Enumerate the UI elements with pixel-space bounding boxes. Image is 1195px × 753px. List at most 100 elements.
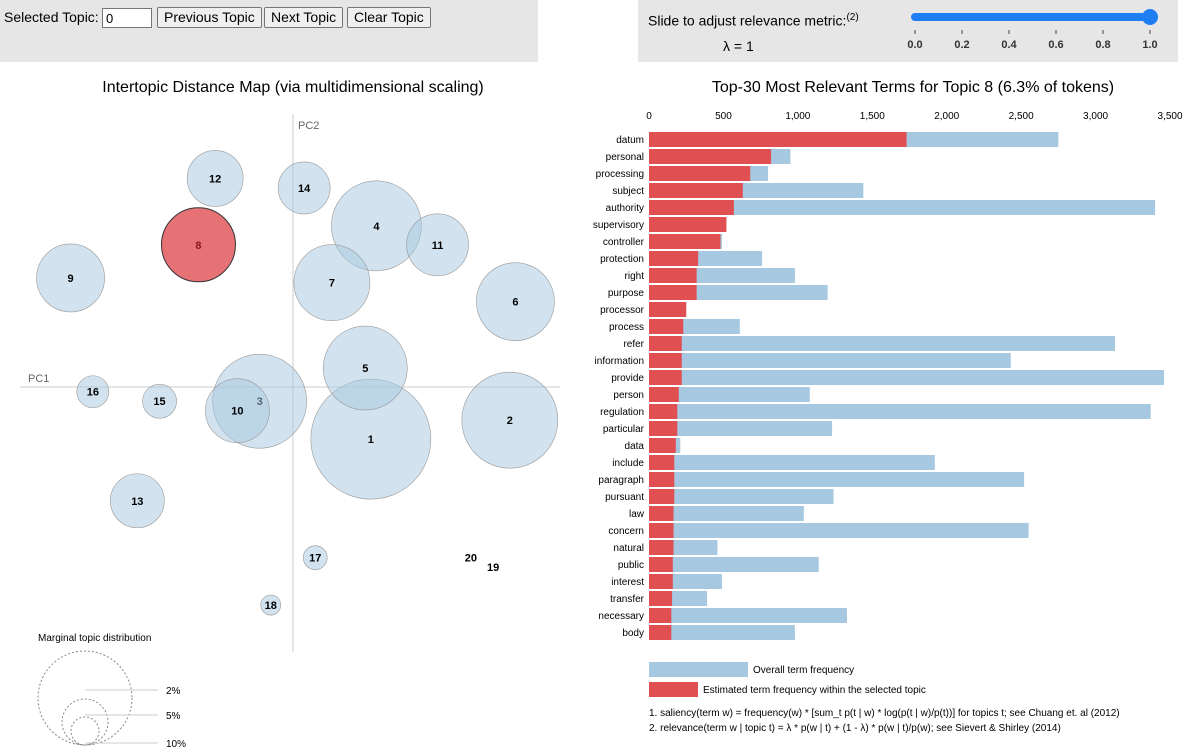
topic-label[interactable]: 11 xyxy=(432,240,444,252)
topic-circle[interactable] xyxy=(186,150,244,207)
topic-frequency-bar[interactable] xyxy=(649,472,675,487)
term-label[interactable]: law xyxy=(629,509,645,520)
topic-circle[interactable] xyxy=(142,383,177,419)
topic-frequency-bar[interactable] xyxy=(649,625,672,640)
topic-frequency-bar[interactable] xyxy=(649,370,682,385)
topic-circle[interactable] xyxy=(302,545,328,570)
topic-frequency-bar[interactable] xyxy=(649,455,675,470)
topic-frequency-bar[interactable] xyxy=(649,421,678,436)
topic-frequency-bar[interactable] xyxy=(649,166,751,181)
topic-circle[interactable] xyxy=(476,262,555,341)
topic-circle[interactable] xyxy=(160,207,236,283)
overall-frequency-bar[interactable] xyxy=(649,421,833,436)
topic-label[interactable]: 6 xyxy=(512,297,518,309)
topic-label[interactable]: 16 xyxy=(87,387,99,399)
topic-frequency-bar[interactable] xyxy=(649,438,676,453)
topic-label[interactable]: 5 xyxy=(362,363,368,375)
topic-frequency-bar[interactable] xyxy=(649,336,682,351)
topic-frequency-bar[interactable] xyxy=(649,591,673,606)
term-label[interactable]: include xyxy=(612,458,644,469)
topic-label[interactable]: 15 xyxy=(153,396,165,408)
topic-circle[interactable] xyxy=(406,213,469,277)
topic-frequency-bar[interactable] xyxy=(649,353,682,368)
topic-frequency-bar[interactable] xyxy=(649,200,734,215)
selected-topic-input[interactable] xyxy=(102,8,152,28)
relevance-slider[interactable]: 0.0 0.2 0.4 0.6 0.8 1.0 xyxy=(900,6,1170,54)
topic-circle[interactable] xyxy=(293,244,371,322)
overall-frequency-bar[interactable] xyxy=(649,200,1156,215)
term-label[interactable]: necessary xyxy=(598,611,644,622)
overall-frequency-bar[interactable] xyxy=(649,370,1165,385)
topic-frequency-bar[interactable] xyxy=(649,268,697,283)
term-label[interactable]: provide xyxy=(611,373,644,384)
topic-frequency-bar[interactable] xyxy=(649,285,697,300)
term-label[interactable]: datum xyxy=(616,135,644,146)
term-label[interactable]: body xyxy=(622,628,644,639)
topic-frequency-bar[interactable] xyxy=(649,183,743,198)
topic-circle[interactable] xyxy=(322,325,408,411)
topic-label[interactable]: 18 xyxy=(265,600,277,612)
term-label[interactable]: processing xyxy=(596,169,644,180)
overall-frequency-bar[interactable] xyxy=(649,557,819,572)
topic-label[interactable]: 1 xyxy=(368,434,374,446)
term-label[interactable]: authority xyxy=(606,203,644,214)
term-label[interactable]: supervisory xyxy=(593,220,644,231)
previous-topic-button[interactable]: Previous Topic xyxy=(157,7,262,28)
term-label[interactable]: natural xyxy=(613,543,644,554)
topic-circle[interactable] xyxy=(110,473,165,529)
topic-circle[interactable] xyxy=(461,371,559,469)
topic-frequency-bar[interactable] xyxy=(649,574,673,589)
term-label[interactable]: particular xyxy=(603,424,645,435)
topic-frequency-bar[interactable] xyxy=(649,234,721,249)
topic-frequency-bar[interactable] xyxy=(649,540,674,555)
topic-frequency-bar[interactable] xyxy=(649,489,675,504)
topic-circle[interactable] xyxy=(277,161,331,215)
topic-circle[interactable] xyxy=(76,375,110,409)
overall-frequency-bar[interactable] xyxy=(649,625,795,640)
topic-label[interactable]: 4 xyxy=(373,221,380,233)
topic-label[interactable]: 2 xyxy=(507,415,513,427)
topic-label[interactable]: 9 xyxy=(68,273,74,285)
topic-frequency-bar[interactable] xyxy=(649,251,699,266)
overall-frequency-bar[interactable] xyxy=(649,472,1025,487)
topic-label[interactable]: 13 xyxy=(131,496,143,508)
topic-circle[interactable] xyxy=(260,594,282,616)
term-label[interactable]: process xyxy=(609,322,644,333)
topic-circle[interactable] xyxy=(36,243,105,313)
topic-frequency-bar[interactable] xyxy=(649,523,674,538)
overall-frequency-bar[interactable] xyxy=(649,506,804,521)
clear-topic-button[interactable]: Clear Topic xyxy=(347,7,431,28)
term-label[interactable]: data xyxy=(625,441,645,452)
term-label[interactable]: refer xyxy=(623,339,644,350)
topic-frequency-bar[interactable] xyxy=(649,149,772,164)
topic-frequency-bar[interactable] xyxy=(649,387,679,402)
topic-frequency-bar[interactable] xyxy=(649,132,907,147)
term-label[interactable]: right xyxy=(625,271,645,282)
topic-frequency-bar[interactable] xyxy=(649,404,678,419)
overall-frequency-bar[interactable] xyxy=(649,489,834,504)
overall-frequency-bar[interactable] xyxy=(649,387,810,402)
topic-frequency-bar[interactable] xyxy=(649,302,687,317)
term-label[interactable]: subject xyxy=(612,186,644,197)
term-label[interactable]: interest xyxy=(611,577,644,588)
topic-frequency-bar[interactable] xyxy=(649,608,672,623)
topic-label[interactable]: 10 xyxy=(231,406,243,418)
slider-thumb[interactable] xyxy=(1142,9,1158,25)
topic-frequency-bar[interactable] xyxy=(649,217,727,232)
term-label[interactable]: controller xyxy=(603,237,645,248)
topic-frequency-bar[interactable] xyxy=(649,506,674,521)
topic-label[interactable]: 12 xyxy=(209,173,221,185)
topic-label[interactable]: 20 xyxy=(465,553,477,565)
term-label[interactable]: regulation xyxy=(600,407,644,418)
overall-frequency-bar[interactable] xyxy=(649,404,1151,419)
overall-frequency-bar[interactable] xyxy=(649,336,1115,351)
term-label[interactable]: processor xyxy=(600,305,645,316)
overall-frequency-bar[interactable] xyxy=(649,608,847,623)
topic-label[interactable]: 8 xyxy=(195,240,201,252)
term-label[interactable]: pursuant xyxy=(605,492,644,503)
overall-frequency-bar[interactable] xyxy=(649,523,1029,538)
term-label[interactable]: concern xyxy=(608,526,644,537)
topic-label[interactable]: 7 xyxy=(329,278,335,290)
term-label[interactable]: person xyxy=(613,390,644,401)
term-label[interactable]: purpose xyxy=(608,288,645,299)
